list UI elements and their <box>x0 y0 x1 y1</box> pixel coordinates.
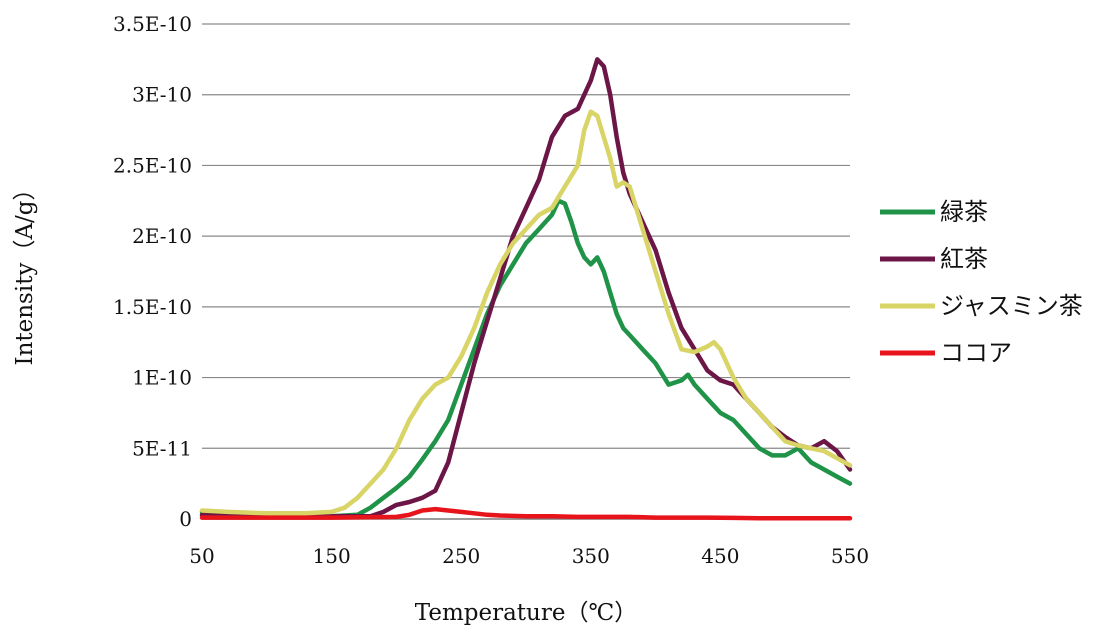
series-line-1 <box>199 57 853 519</box>
y-tick-label: 3E-10 <box>132 83 192 107</box>
y-tick-label: 2.5E-10 <box>113 153 192 177</box>
legend-label: 緑茶 <box>940 198 988 226</box>
y-tick-label: 0 <box>179 507 192 531</box>
x-tick-label: 350 <box>572 544 610 568</box>
y-axis-title: Intensity（A/g） <box>12 177 38 365</box>
y-tick-label: 1E-10 <box>132 366 192 390</box>
y-tick-labels: 0 5E-11 1E-10 1.5E-10 2E-10 2.5E-10 3E-10 3.5E-… <box>113 12 192 531</box>
y-tick-label: 3.5E-10 <box>113 12 192 36</box>
x-axis-title: Temperature（℃） <box>415 600 637 626</box>
y-tick-label: 2E-10 <box>132 224 192 248</box>
legend-label: ココア <box>940 339 1012 367</box>
legend-label: 紅茶 <box>940 245 988 273</box>
x-tick-label: 250 <box>442 544 480 568</box>
x-tick-labels: 50 150 250 350 450 550 <box>189 544 869 568</box>
x-tick-label: 450 <box>701 544 739 568</box>
x-tick-label: 550 <box>831 544 869 568</box>
x-tick-label: 50 <box>189 544 214 568</box>
series-line-3 <box>199 506 853 521</box>
gridlines <box>202 23 850 449</box>
series-lines <box>199 57 853 521</box>
series-line-2 <box>199 109 853 516</box>
legend-label: ジャスミン茶 <box>940 292 1083 320</box>
series-line-0 <box>199 198 853 519</box>
y-tick-label: 5E-11 <box>132 436 192 460</box>
x-tick-label: 150 <box>313 544 351 568</box>
y-tick-label: 1.5E-10 <box>113 295 192 319</box>
